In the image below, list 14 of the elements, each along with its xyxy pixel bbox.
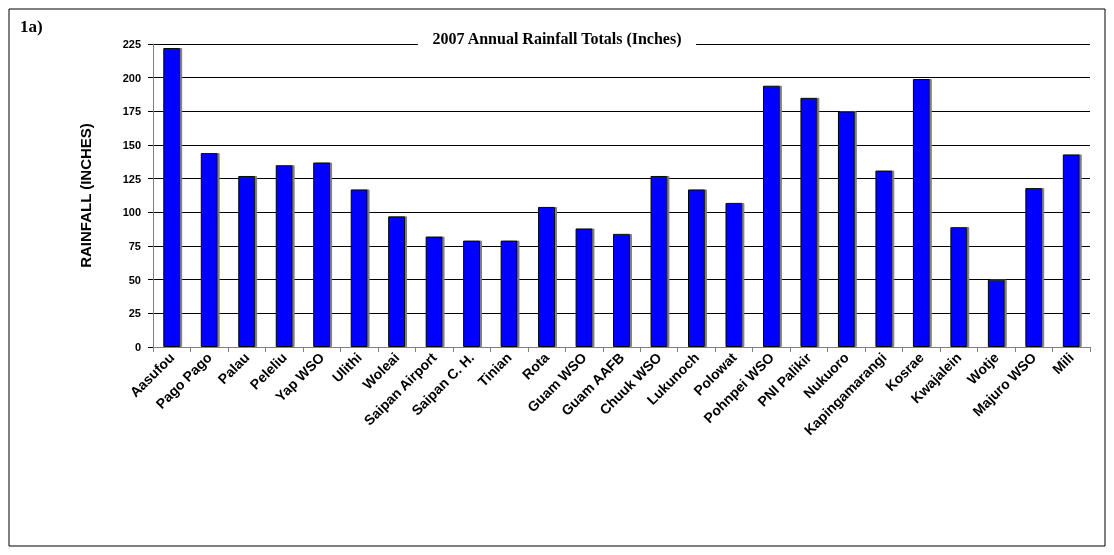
- y-tick-label: 0: [134, 341, 141, 353]
- y-tick-label: 200: [122, 71, 141, 84]
- chart-title: 2007 Annual Rainfall Totals (Inches): [432, 29, 682, 48]
- y-tick-label: 150: [122, 139, 141, 151]
- y-axis-title: RAINFALL (INCHES): [77, 123, 94, 268]
- y-tick-label: 175: [122, 105, 141, 118]
- y-tick-label: 50: [128, 273, 141, 286]
- text: 1a): [20, 17, 43, 36]
- x-tick-label: Mili: [1049, 349, 1077, 378]
- y-tick-label: 100: [122, 206, 141, 219]
- y-tick-label: 225: [122, 38, 141, 50]
- y-tick-label: 125: [122, 172, 141, 185]
- y-tick-label: 25: [128, 307, 141, 320]
- y-tick-label: 75: [128, 240, 141, 252]
